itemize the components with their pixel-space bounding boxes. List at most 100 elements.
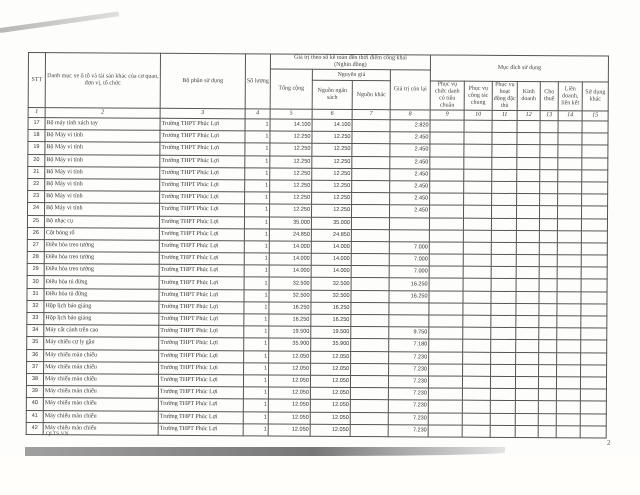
row-residual: 2.820 [390, 119, 431, 133]
row-purpose-cell [462, 363, 491, 377]
row-purpose-cell [538, 327, 557, 341]
row-purpose-cell [462, 302, 491, 316]
row-purpose-cell [556, 413, 581, 426]
row-purpose-cell [516, 193, 540, 206]
row-other [351, 265, 390, 279]
row-budget: 12.250 [311, 192, 352, 205]
row-residual: 7.230 [388, 375, 429, 389]
header-name: Danh mục xe ô tô và tài sản khác của cơ … [45, 52, 161, 109]
row-purpose-cell [580, 376, 607, 390]
row-qty: 1 [244, 131, 271, 144]
row-dept: Trường THPT Phúc Lợi [159, 227, 245, 241]
row-purpose-cell [580, 352, 607, 365]
scan-shadow [0, 11, 120, 33]
row-purpose-cell [540, 120, 559, 133]
row-purpose-cell [462, 315, 491, 328]
row-stt: 21 [27, 166, 45, 179]
row-purpose-cell [556, 376, 581, 390]
scan-shadow [25, 447, 505, 456]
row-other [351, 229, 390, 242]
column-number: 10 [464, 110, 493, 121]
column-number: 2 [45, 107, 161, 119]
row-other [350, 290, 390, 303]
row-residual: 16.250 [389, 278, 430, 291]
row-residual: 2.450 [389, 144, 430, 157]
header-purpose: Phục vụ công tác chung [464, 81, 493, 111]
row-budget: 12.050 [310, 375, 351, 388]
row-purpose-cell [539, 193, 558, 207]
row-purpose-cell [491, 169, 517, 182]
row-purpose-cell [539, 266, 558, 280]
row-stt: 20 [27, 154, 45, 167]
row-purpose-cell [557, 230, 582, 243]
row-qty: 1 [243, 423, 269, 436]
row-purpose-cell [539, 145, 558, 158]
row-purpose-cell [463, 205, 492, 218]
row-budget: 32.500 [310, 289, 352, 303]
row-total: 12.250 [269, 131, 313, 144]
row-purpose-cell [492, 120, 518, 133]
row-budget: 35.900 [310, 338, 351, 352]
row-purpose-cell [538, 303, 557, 316]
row-purpose-cell [556, 340, 581, 353]
row-name: Điều hòa treo tường [44, 251, 160, 265]
row-qty: 1 [243, 411, 269, 424]
row-purpose-cell [557, 132, 583, 146]
row-residual: 7.000 [389, 241, 430, 255]
row-other [351, 241, 390, 254]
row-purpose-cell [429, 180, 464, 194]
row-purpose-cell [428, 302, 463, 316]
row-dept: Trường THPT Phúc Lợi [158, 337, 244, 351]
row-other [350, 363, 389, 376]
row-purpose-cell [491, 144, 517, 158]
row-purpose-cell [491, 230, 517, 243]
header-purpose: Sử dụng khác [582, 81, 609, 112]
row-residual: 7.230 [388, 424, 429, 437]
row-name: Cột bóng rổ [44, 227, 160, 241]
row-qty: 1 [245, 118, 271, 132]
column-number: 12 [517, 110, 541, 121]
row-purpose-cell [428, 339, 463, 352]
row-other [351, 156, 390, 169]
header-original: Nguyên giá [312, 69, 391, 81]
row-total: 24.850 [269, 228, 312, 242]
row-qty: 1 [244, 252, 270, 266]
row-purpose-cell [580, 315, 607, 329]
row-purpose-cell [515, 388, 539, 401]
row-purpose-cell [557, 254, 582, 268]
row-purpose-cell [557, 242, 582, 255]
row-other [350, 326, 389, 340]
header-purpose-group: Mục đích sử dụng [430, 54, 609, 83]
row-purpose-cell [428, 388, 463, 401]
row-purpose-cell [538, 352, 557, 365]
row-stt: 18 [27, 129, 46, 142]
row-name: Bộ Máy vi tính [44, 129, 161, 143]
row-purpose-cell [428, 400, 463, 413]
header-stt: STT [28, 52, 46, 108]
row-purpose-cell [581, 267, 608, 280]
row-stt: 25 [27, 215, 45, 228]
row-purpose-cell [580, 413, 607, 426]
row-purpose-cell [515, 376, 539, 389]
row-name: Hộp lịch báo giảng [43, 300, 159, 314]
row-other [351, 277, 390, 291]
row-purpose-cell [539, 230, 558, 243]
row-stt: 41 [26, 409, 44, 423]
row-purpose-cell [581, 230, 608, 243]
footer-label: QLTS.VN [46, 431, 69, 437]
header-purpose: Phục vụ chức danh có tiêu chuẩn [430, 80, 465, 111]
row-purpose-cell [581, 242, 608, 256]
row-total: 16.250 [268, 301, 311, 315]
row-stt: 28 [27, 251, 45, 264]
row-qty: 1 [244, 265, 270, 278]
row-purpose-cell [429, 254, 464, 267]
row-dept: Trường THPT Phúc Lợi [159, 240, 245, 253]
row-budget: 14.100 [312, 119, 353, 132]
asset-table: STT Danh mục xe ô tô và tài sản khác của… [26, 52, 609, 438]
row-purpose-cell [490, 351, 516, 365]
row-budget: 12.050 [310, 362, 351, 376]
row-purpose-cell [491, 266, 517, 279]
row-purpose-cell [463, 254, 492, 267]
row-purpose-cell [557, 181, 582, 195]
row-other [351, 168, 390, 181]
